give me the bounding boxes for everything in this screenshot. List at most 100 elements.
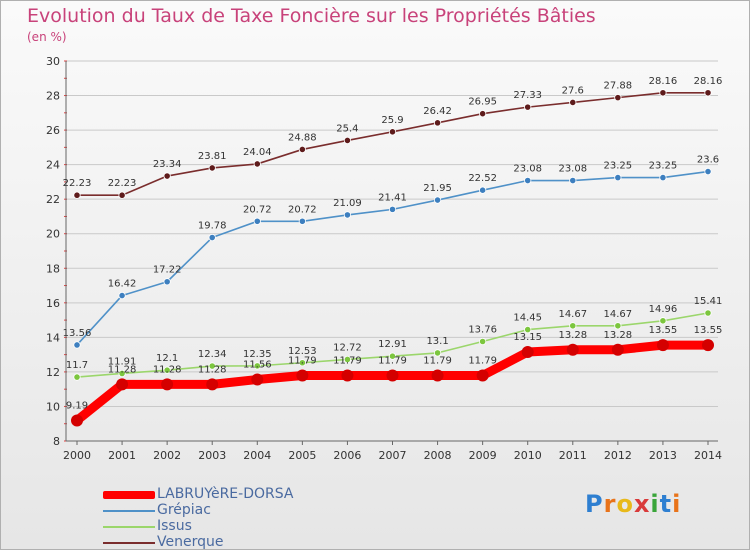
x-tick-label: 2009: [469, 449, 497, 462]
data-point: [569, 322, 577, 330]
logo-letter: t: [659, 490, 673, 518]
x-tick-label: 2000: [63, 449, 91, 462]
data-point: [659, 89, 667, 97]
data-label: 26.42: [423, 106, 452, 117]
legend-label: Venerque: [157, 534, 224, 550]
data-label: 17.22: [153, 265, 182, 276]
data-point: [296, 369, 309, 382]
logo-letter: x: [633, 490, 651, 518]
data-point: [433, 349, 442, 357]
data-point: [161, 378, 174, 391]
legend-label: LABRUYèRE-DORSA: [157, 486, 294, 502]
proxiti-logo[interactable]: Proxiti: [585, 490, 681, 518]
data-point: [614, 173, 622, 182]
data-label: 11.79: [333, 356, 362, 367]
data-point: [253, 217, 261, 225]
data-point: [433, 119, 442, 127]
y-tick-label: 20: [46, 228, 60, 241]
data-point: [659, 317, 667, 325]
logo-letter: i: [672, 490, 682, 518]
data-point: [118, 369, 126, 378]
y-tick-label: 12: [46, 366, 60, 379]
data-point: [659, 173, 667, 182]
y-tick-label: 30: [46, 55, 60, 68]
data-label: 11.79: [468, 356, 497, 367]
x-tick-label: 2004: [243, 449, 271, 462]
data-point: [206, 378, 219, 391]
data-point: [163, 366, 171, 374]
data-point: [431, 369, 444, 382]
chart-title: Evolution du Taux de Taxe Foncière sur l…: [27, 5, 596, 27]
data-label: 11.79: [378, 356, 407, 367]
data-point: [298, 145, 306, 154]
data-label: 25.4: [336, 123, 358, 134]
data-label: 25.9: [381, 115, 403, 126]
data-point: [702, 339, 714, 352]
logo-letter: o: [616, 490, 634, 518]
data-point: [704, 89, 712, 97]
data-label: 21.09: [333, 198, 362, 209]
y-tick-label: 24: [46, 159, 60, 172]
data-point: [73, 191, 81, 199]
data-label: 11.28: [198, 364, 227, 375]
data-point: [566, 343, 579, 356]
data-label: 13.15: [513, 332, 542, 343]
x-tick-label: 2008: [424, 449, 452, 462]
data-label: 13.1: [426, 336, 448, 347]
x-tick-label: 2007: [379, 449, 407, 462]
data-label: 24.04: [243, 147, 272, 158]
data-label: 11.79: [423, 356, 452, 367]
y-tick-label: 14: [46, 331, 60, 344]
chart-unit-label: (en %): [27, 30, 67, 44]
data-point: [704, 167, 712, 176]
data-point: [569, 176, 577, 185]
logo-letter: i: [650, 490, 660, 518]
logo-letter: r: [603, 490, 617, 518]
data-label: 23.08: [513, 164, 542, 175]
data-label: 11.91: [108, 356, 137, 367]
data-label: 11.28: [153, 364, 182, 375]
data-label: 27.6: [562, 85, 584, 96]
data-point: [388, 352, 397, 360]
x-tick-label: 2011: [559, 449, 587, 462]
data-labels: 22.23 22.23 23.34 23.81 24.04 24.88 25.4 25.9 26…: [63, 76, 723, 412]
data-point: [386, 369, 399, 382]
legend-swatch-issus: [103, 526, 155, 528]
y-tick-label: 26: [46, 124, 60, 137]
data-point: [343, 136, 352, 145]
data-point: [614, 94, 622, 102]
y-tick-label: 10: [46, 400, 60, 413]
data-label: 13.28: [604, 330, 633, 341]
data-point: [479, 186, 487, 194]
data-label: 13.56: [63, 328, 92, 339]
data-point: [118, 291, 126, 300]
data-label: 12.34: [198, 349, 227, 360]
data-label: 22.23: [108, 178, 137, 189]
data-point: [521, 346, 534, 359]
logo-letter: P: [585, 490, 604, 518]
data-point: [388, 205, 397, 213]
data-point: [524, 325, 532, 334]
data-label: 23.6: [697, 155, 719, 166]
legend-swatch-labruyere: [103, 491, 155, 499]
data-label: 23.25: [649, 161, 678, 172]
data-label: 28.16: [649, 76, 678, 87]
data-point: [71, 414, 83, 427]
data-point: [569, 98, 577, 107]
data-point: [163, 278, 171, 286]
data-label: 27.33: [513, 90, 542, 101]
x-tick-label: 2006: [333, 449, 361, 462]
data-label: 13.55: [694, 325, 723, 336]
x-tick-label: 2003: [198, 449, 226, 462]
data-label: 12.1: [156, 353, 178, 364]
data-label: 13.28: [558, 330, 587, 341]
axes: 8 10 12 14 16 18 20 22 24 26 28 30 2000 2001 2002 2003 2…: [46, 55, 722, 462]
data-point: [343, 211, 352, 219]
data-label: 12.35: [243, 349, 272, 360]
data-label: 11.28: [108, 364, 137, 375]
y-tick-label: 16: [46, 297, 60, 310]
data-label: 13.55: [649, 325, 678, 336]
data-point: [73, 373, 81, 381]
data-label: 21.41: [378, 192, 407, 203]
